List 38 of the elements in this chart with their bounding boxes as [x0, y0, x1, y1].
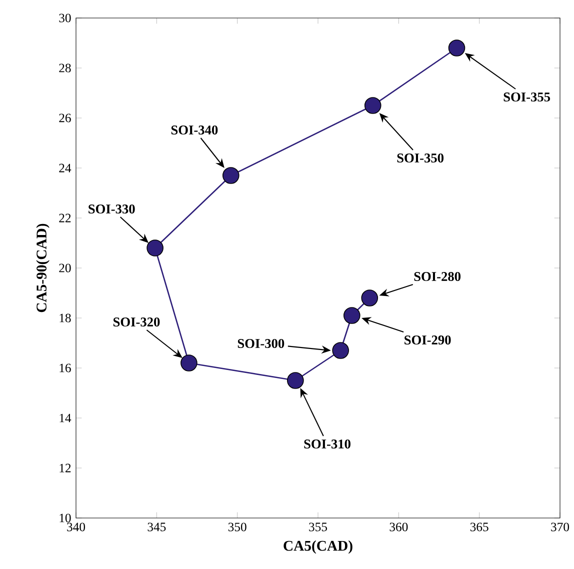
annotation: SOI-290 — [404, 336, 451, 344]
y-tick-label: 10 — [60, 514, 71, 522]
x-tick-label: 350 — [228, 522, 246, 532]
y-tick-label: 18 — [60, 314, 71, 322]
x-tick-label: 345 — [148, 522, 166, 532]
annotation: SOI-350 — [397, 154, 444, 162]
annotation: SOI-355 — [504, 92, 550, 102]
y-tick-label: 16 — [60, 364, 71, 372]
x-tick-label: 340 — [67, 522, 86, 532]
y-tick-label: 30 — [59, 14, 71, 22]
y-axis-title: CA5-90(CAD) — [36, 224, 50, 312]
point — [146, 240, 164, 256]
y-tick-label: 14 — [60, 414, 72, 422]
point — [364, 97, 382, 114]
annotation: SOI-330 — [88, 204, 135, 214]
x-tick-label: 355 — [309, 522, 327, 532]
point — [343, 307, 360, 324]
annotation: SOI-310 — [304, 440, 350, 448]
point — [361, 290, 378, 306]
annotation: SOI-320 — [113, 318, 160, 326]
y-tick-label: 20 — [59, 264, 71, 272]
annotation: SOI-340 — [171, 126, 218, 134]
y-tick-label: 12 — [60, 464, 71, 472]
x-tick-label: 360 — [390, 522, 408, 532]
point — [287, 372, 304, 389]
x-axis-title: CA5(CAD) — [284, 540, 352, 554]
x-tick-label: 365 — [470, 522, 488, 532]
x-tick-label: 370 — [551, 522, 570, 532]
annotation: SOI-300 — [238, 339, 284, 348]
y-tick-label: 28 — [59, 64, 71, 72]
y-tick-label: 22 — [59, 214, 71, 222]
y-tick-label: 26 — [59, 114, 71, 122]
point — [180, 354, 198, 372]
point — [332, 342, 349, 359]
point — [222, 167, 240, 184]
annotation: SOI-280 — [414, 272, 461, 281]
point — [448, 40, 466, 56]
y-tick-label: 24 — [59, 164, 72, 172]
